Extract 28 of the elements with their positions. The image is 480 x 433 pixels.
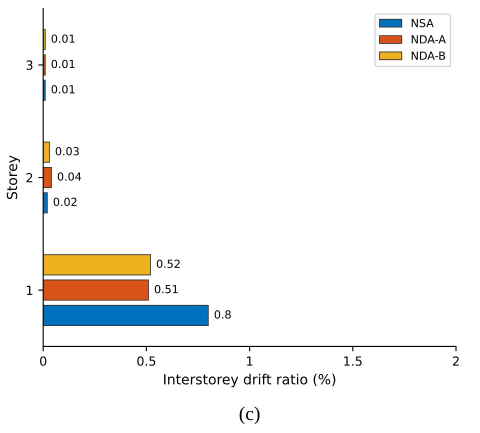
bar — [43, 142, 50, 163]
legend-label: NDA-B — [412, 52, 446, 60]
y-tick-label: 2 — [26, 173, 32, 182]
y-tick-label: 3 — [26, 60, 32, 70]
x-tick-label: 0 — [40, 356, 46, 366]
bar — [43, 166, 52, 188]
x-tick-label: 1 — [246, 356, 252, 366]
data-label: 0.52 — [156, 260, 180, 268]
x-tick-label: 0.5 — [137, 356, 156, 366]
data-label: 0.8 — [214, 310, 231, 319]
x-axis-title: Interstorey drift ratio (%) — [164, 374, 336, 388]
data-label: 0.04 — [58, 172, 82, 181]
legend-label: NDA-A — [412, 35, 446, 44]
x-tick-label: 2 — [452, 356, 459, 366]
y-tick-label: 1 — [26, 286, 32, 295]
bar — [43, 304, 209, 326]
x-tick-label: 1.5 — [344, 356, 362, 366]
bar — [43, 280, 149, 301]
data-label: 0.51 — [154, 284, 178, 294]
text: (c) — [240, 406, 260, 424]
data-label: 0.01 — [52, 60, 75, 68]
data-label: 0.01 — [52, 34, 75, 43]
data-label: 0.02 — [54, 198, 77, 206]
bar — [43, 254, 151, 276]
data-label: 0.03 — [56, 147, 79, 156]
data-label: 0.01 — [52, 85, 75, 94]
legend-label: NSA — [412, 18, 434, 28]
y-axis-title: Storey — [6, 155, 20, 200]
